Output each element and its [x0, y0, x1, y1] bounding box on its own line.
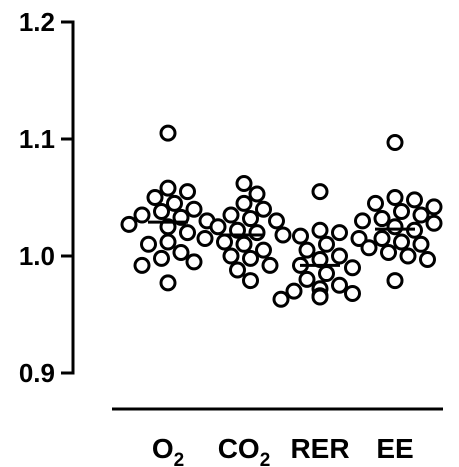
x-category-label: O2 [152, 433, 184, 467]
y-tick-label: 1.2 [19, 7, 55, 37]
data-point [222, 247, 240, 265]
category-name: RER [290, 433, 349, 464]
data-point [298, 241, 316, 259]
data-point [393, 203, 410, 221]
data-point [386, 134, 404, 152]
data-point [311, 288, 329, 306]
data-point [185, 200, 203, 218]
data-point [196, 229, 214, 247]
data-point [399, 247, 417, 265]
x-category-label: RER [290, 433, 349, 464]
data-point [393, 233, 410, 251]
data-point [331, 276, 348, 294]
category-subscript: 2 [260, 450, 271, 467]
data-point [344, 284, 361, 302]
data-point [386, 189, 404, 206]
data-point [255, 200, 272, 218]
data-point [242, 249, 259, 267]
data-point [153, 203, 170, 221]
data-point [367, 194, 384, 212]
data-point [268, 212, 285, 230]
data-point [166, 194, 183, 212]
data-point [146, 189, 164, 206]
data-point [242, 272, 259, 290]
data-point [255, 241, 272, 259]
data-point [222, 206, 240, 224]
x-axis: O2 CO2 RER EE [112, 407, 443, 467]
data-point [179, 183, 196, 201]
data-point [235, 235, 253, 253]
data-point [331, 224, 348, 242]
data-point [360, 239, 378, 257]
data-point [373, 229, 391, 247]
mean-lines [148, 220, 415, 267]
data-point [159, 179, 177, 197]
data-point [159, 124, 177, 142]
data-point [419, 251, 436, 269]
data-point [185, 253, 203, 271]
y-axis: 0.9 1.0 1.1 1.2 [19, 7, 75, 388]
data-point [229, 261, 246, 279]
data-point [344, 259, 361, 277]
data-point [318, 265, 335, 283]
data-point [311, 183, 329, 201]
data-point [120, 215, 138, 233]
data-point [311, 221, 329, 239]
data-point [285, 282, 303, 300]
y-tick-label: 1.0 [19, 241, 55, 271]
data-point [242, 210, 259, 228]
data-point [159, 233, 177, 251]
data-points [120, 124, 443, 308]
data-point [373, 210, 391, 228]
data-point [274, 226, 292, 244]
data-point [386, 272, 404, 290]
data-point [350, 229, 368, 247]
data-point [248, 185, 266, 203]
data-point [292, 227, 309, 245]
data-point [406, 191, 423, 209]
category-name: CO [218, 433, 260, 464]
data-point [386, 218, 404, 236]
data-point [331, 247, 348, 265]
data-point [354, 212, 371, 230]
data-point [298, 270, 316, 288]
data-point [209, 218, 227, 236]
data-point [412, 206, 430, 224]
data-point [272, 290, 290, 308]
data-point [179, 224, 196, 242]
category-name: EE [376, 433, 413, 464]
data-point [318, 235, 335, 253]
data-point [425, 198, 443, 216]
data-point [248, 224, 266, 242]
data-point [261, 256, 279, 274]
data-point [172, 243, 190, 261]
data-point [380, 243, 397, 261]
data-point [216, 233, 233, 251]
x-category-label: CO2 [218, 433, 271, 467]
data-point [425, 214, 443, 232]
data-point [133, 206, 151, 224]
x-category-label: EE [376, 433, 413, 464]
category-name: O [152, 433, 174, 464]
data-point [235, 174, 253, 192]
data-point [412, 235, 430, 253]
data-point [133, 256, 151, 274]
data-point [140, 235, 157, 253]
y-tick-label: 0.9 [19, 358, 55, 388]
y-tick-label: 1.1 [19, 124, 55, 154]
data-point [159, 274, 177, 292]
data-point [235, 194, 253, 212]
category-subscript: 2 [174, 450, 185, 467]
data-point [153, 249, 170, 267]
